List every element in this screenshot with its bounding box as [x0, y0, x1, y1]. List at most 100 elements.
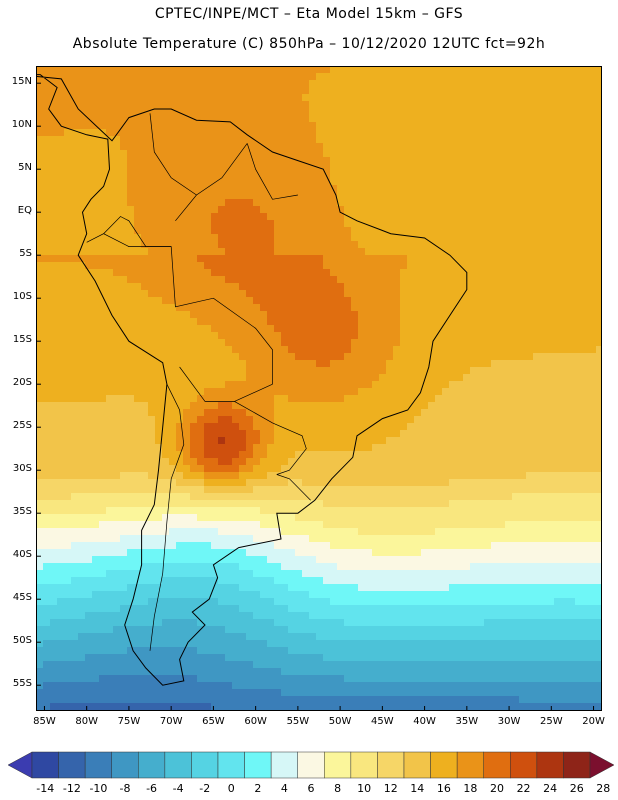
temperature-cell [274, 493, 282, 501]
temperature-cell [274, 269, 282, 277]
temperature-cell [225, 108, 233, 116]
temperature-cell [491, 101, 499, 109]
temperature-cell [176, 129, 184, 137]
temperature-cell [155, 423, 163, 431]
temperature-cell [358, 339, 366, 347]
temperature-cell [71, 360, 79, 368]
temperature-cell [470, 318, 478, 326]
temperature-cell [183, 402, 191, 410]
temperature-cell [554, 115, 562, 123]
temperature-cell [225, 185, 233, 193]
temperature-cell [435, 164, 443, 172]
temperature-cell [568, 304, 576, 312]
temperature-cell [190, 136, 198, 144]
temperature-cell [596, 269, 602, 277]
temperature-cell [323, 479, 331, 487]
temperature-cell [211, 472, 219, 480]
temperature-cell [64, 395, 72, 403]
temperature-cell [372, 87, 380, 95]
temperature-cell [505, 451, 513, 459]
temperature-cell [519, 388, 527, 396]
temperature-cell [582, 416, 590, 424]
temperature-cell [148, 297, 156, 305]
temperature-cell [260, 381, 268, 389]
temperature-cell [582, 269, 590, 277]
temperature-cell [365, 94, 373, 102]
temperature-cell [477, 416, 485, 424]
temperature-cell [267, 269, 275, 277]
temperature-cell [204, 276, 212, 284]
temperature-cell [99, 367, 107, 375]
temperature-cell [470, 304, 478, 312]
temperature-cell [323, 73, 331, 81]
temperature-cell [568, 157, 576, 165]
temperature-cell [113, 129, 121, 137]
temperature-cell [400, 171, 408, 179]
temperature-cell [141, 311, 149, 319]
temperature-cell [442, 465, 450, 473]
temperature-cell [148, 108, 156, 116]
temperature-cell [288, 213, 296, 221]
temperature-cell [281, 283, 289, 291]
temperature-cell [596, 325, 602, 333]
temperature-cell [71, 423, 79, 431]
temperature-cell [99, 381, 107, 389]
temperature-cell [498, 255, 506, 263]
temperature-cell [323, 262, 331, 270]
temperature-cell [274, 248, 282, 256]
temperature-cell [190, 283, 198, 291]
temperature-cell [456, 115, 464, 123]
temperature-cell [554, 290, 562, 298]
temperature-cell [491, 129, 499, 137]
temperature-cell [344, 290, 352, 298]
temperature-cell [253, 73, 261, 81]
temperature-cell [568, 479, 576, 487]
temperature-cell [113, 241, 121, 249]
temperature-cell [113, 199, 121, 207]
temperature-cell [246, 416, 254, 424]
temperature-cell [372, 374, 380, 382]
temperature-cell [162, 262, 170, 270]
temperature-cell [246, 262, 254, 270]
temperature-cell [288, 409, 296, 417]
temperature-cell [155, 157, 163, 165]
temperature-cell [211, 290, 219, 298]
temperature-cell [302, 213, 310, 221]
temperature-cell [498, 402, 506, 410]
temperature-cell [365, 430, 373, 438]
temperature-cell [561, 171, 569, 179]
temperature-cell [232, 80, 240, 88]
temperature-cell [477, 297, 485, 305]
temperature-cell [470, 108, 478, 116]
temperature-cell [421, 416, 429, 424]
temperature-cell [337, 94, 345, 102]
temperature-cell [288, 220, 296, 228]
temperature-cell [106, 241, 114, 249]
temperature-cell [463, 80, 471, 88]
temperature-cell [92, 430, 100, 438]
temperature-cell [323, 451, 331, 459]
temperature-cell [379, 185, 387, 193]
temperature-cell [316, 451, 324, 459]
temperature-cell [540, 353, 548, 361]
temperature-cell [533, 108, 541, 116]
temperature-cell [414, 213, 422, 221]
temperature-cell [155, 136, 163, 144]
temperature-cell [589, 451, 597, 459]
temperature-cell [253, 437, 261, 445]
temperature-cell [127, 192, 135, 200]
temperature-cell [358, 318, 366, 326]
temperature-cell [540, 269, 548, 277]
temperature-cell [190, 192, 198, 200]
temperature-cell [372, 472, 380, 480]
temperature-cell [505, 101, 513, 109]
temperature-cell [463, 213, 471, 221]
temperature-cell [554, 164, 562, 172]
temperature-cell [365, 73, 373, 81]
temperature-cell [477, 150, 485, 158]
temperature-cell [330, 199, 338, 207]
temperature-cell [92, 136, 100, 144]
temperature-cell [155, 325, 163, 333]
temperature-cell [141, 297, 149, 305]
temperature-cell [379, 423, 387, 431]
